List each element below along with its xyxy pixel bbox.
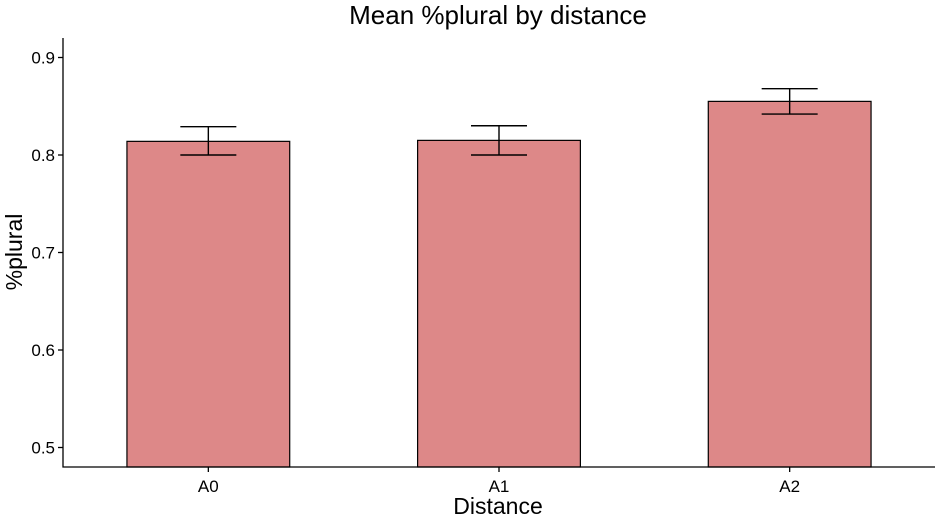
bar-A2 bbox=[707, 100, 872, 468]
bars-group bbox=[126, 100, 872, 468]
error-bar-A2 bbox=[761, 88, 818, 115]
error-bars-group bbox=[180, 88, 818, 156]
y-tick-label-0.8: 0.8 bbox=[31, 146, 55, 165]
bar-A1 bbox=[417, 139, 581, 468]
error-bar-A0 bbox=[180, 126, 237, 156]
chart-title: Mean %plural by distance bbox=[349, 0, 647, 30]
y-tick-label-0.9: 0.9 bbox=[31, 49, 55, 68]
y-tick-label-0.6: 0.6 bbox=[31, 341, 55, 360]
y-tick-label-0.7: 0.7 bbox=[31, 244, 55, 263]
x-axis-ticks: A0 A1 A2 bbox=[198, 467, 800, 496]
error-bar-A1 bbox=[471, 125, 527, 156]
y-axis-ticks: 0.5 0.6 0.7 0.8 0.9 bbox=[31, 49, 63, 458]
x-tick-label-A0: A0 bbox=[198, 477, 219, 496]
x-tick-label-A2: A2 bbox=[779, 477, 800, 496]
axis-lines bbox=[62, 38, 935, 468]
y-axis-title: %plural bbox=[1, 214, 27, 291]
bar-A0 bbox=[126, 140, 291, 468]
x-axis-title: Distance bbox=[453, 493, 542, 518]
x-tick-label-A1: A1 bbox=[489, 477, 510, 496]
y-tick-label-0.5: 0.5 bbox=[31, 439, 55, 458]
